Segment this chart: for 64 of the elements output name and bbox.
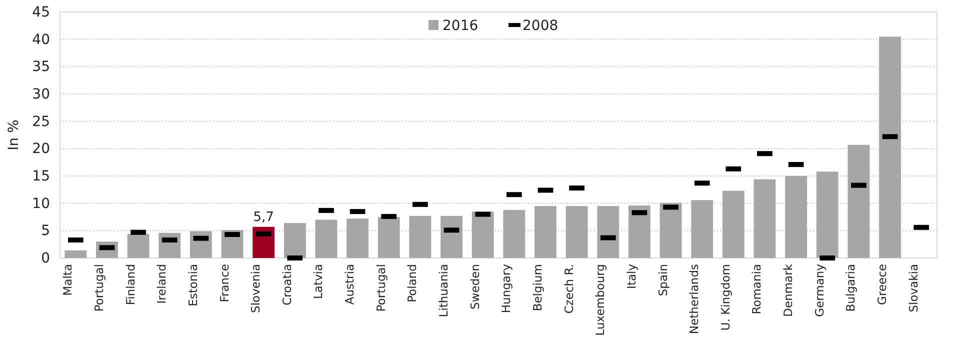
x-tick-label: Italy bbox=[624, 264, 638, 289]
bar bbox=[472, 212, 494, 258]
bar bbox=[816, 172, 838, 258]
y-tick-label: 45 bbox=[32, 4, 50, 20]
bar bbox=[691, 200, 714, 258]
x-tick-label: France bbox=[217, 264, 232, 302]
x-tick-label: Czech R. bbox=[562, 264, 576, 314]
bar bbox=[64, 250, 87, 258]
x-tick-label: Portugal bbox=[374, 264, 388, 312]
x-tick-label: Bulgaria bbox=[844, 264, 858, 312]
x-tick-label: Lithuania bbox=[436, 264, 450, 318]
y-tick-label: 20 bbox=[32, 141, 50, 158]
y-tick-label: 30 bbox=[32, 86, 50, 102]
x-tick-label: U. Kingdom bbox=[718, 264, 732, 331]
y-tick-label: 15 bbox=[32, 168, 50, 184]
y-tick-label: 5 bbox=[41, 223, 50, 240]
y-tick-label: 0 bbox=[41, 250, 50, 266]
bar bbox=[127, 234, 150, 258]
x-tick-label: Slovakia bbox=[906, 264, 920, 312]
bar bbox=[597, 206, 620, 258]
bar bbox=[315, 220, 338, 258]
y-tick-label: 25 bbox=[32, 114, 50, 130]
bar bbox=[785, 176, 808, 258]
legend-label: 2016 bbox=[442, 18, 478, 34]
bar bbox=[848, 144, 870, 258]
bar bbox=[284, 223, 306, 258]
x-tick-label: Netherlands bbox=[687, 264, 702, 334]
legend-label: 2008 bbox=[522, 18, 558, 34]
x-tick-label: Hungary bbox=[499, 264, 514, 314]
x-tick-label: Estonia bbox=[186, 264, 200, 306]
x-tick-label: Luxembourg bbox=[593, 264, 608, 336]
bar bbox=[346, 218, 369, 258]
bar bbox=[503, 210, 526, 258]
x-tick-label: Croatia bbox=[280, 264, 294, 306]
x-tick-label: Poland bbox=[405, 264, 420, 302]
x-tick-label: Slovenia bbox=[248, 264, 263, 313]
bar bbox=[409, 216, 432, 258]
x-tick-label: Finland bbox=[123, 264, 138, 306]
x-tick-label: Romania bbox=[750, 264, 764, 314]
data-label: 5,7 bbox=[253, 210, 274, 225]
bar bbox=[722, 190, 744, 258]
x-tick-label: Ireland bbox=[154, 264, 169, 304]
x-tick-label: Belgium bbox=[530, 264, 544, 312]
y-tick-label: 35 bbox=[32, 59, 50, 76]
y-tick-label: 40 bbox=[32, 32, 50, 48]
bar bbox=[440, 216, 462, 258]
bar bbox=[660, 202, 682, 258]
bar bbox=[628, 206, 650, 258]
bar bbox=[754, 179, 776, 258]
x-tick-label: Spain bbox=[656, 264, 670, 296]
x-tick-label: Portugal bbox=[92, 264, 106, 312]
x-tick-label: Germany bbox=[812, 264, 826, 317]
y-axis-title: In % bbox=[6, 120, 22, 150]
x-tick-label: Greece bbox=[874, 264, 889, 305]
x-tick-label: Denmark bbox=[781, 264, 796, 317]
x-tick-label: Sweden bbox=[468, 264, 482, 310]
bar bbox=[879, 36, 901, 258]
bar bbox=[378, 217, 400, 258]
bar bbox=[534, 206, 556, 258]
x-tick-label: Latvia bbox=[311, 264, 326, 300]
x-tick-label: Malta bbox=[60, 264, 75, 296]
bar bbox=[566, 206, 588, 258]
x-tick-label: Austria bbox=[342, 264, 357, 305]
y-tick-label: 10 bbox=[32, 196, 50, 212]
